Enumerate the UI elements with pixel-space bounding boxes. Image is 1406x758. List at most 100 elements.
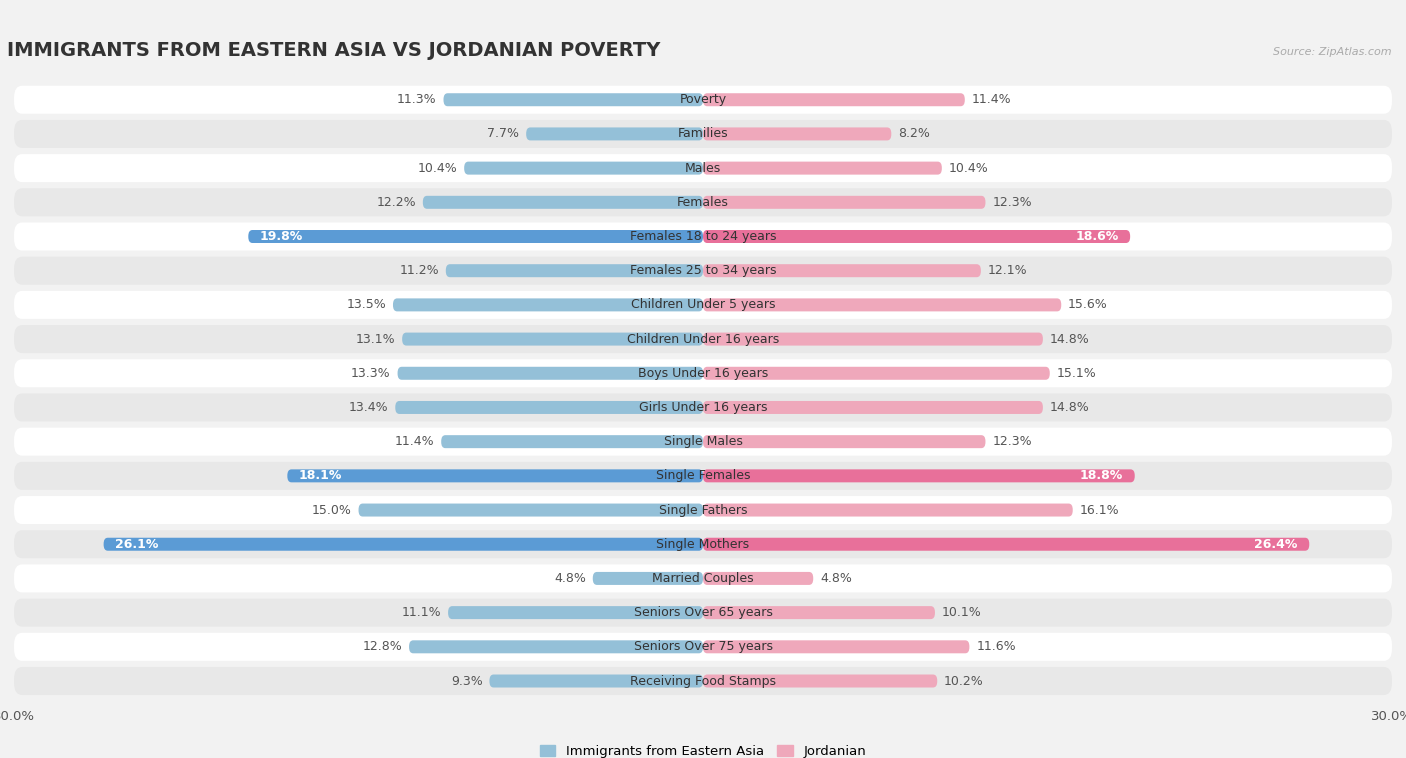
FancyBboxPatch shape bbox=[14, 223, 1392, 251]
Text: 10.2%: 10.2% bbox=[945, 675, 984, 688]
Text: 11.1%: 11.1% bbox=[402, 606, 441, 619]
Text: Children Under 16 years: Children Under 16 years bbox=[627, 333, 779, 346]
FancyBboxPatch shape bbox=[14, 633, 1392, 661]
FancyBboxPatch shape bbox=[703, 641, 969, 653]
FancyBboxPatch shape bbox=[392, 299, 703, 312]
Text: Married Couples: Married Couples bbox=[652, 572, 754, 585]
Text: Single Fathers: Single Fathers bbox=[659, 503, 747, 516]
Text: Single Males: Single Males bbox=[664, 435, 742, 448]
Text: Single Mothers: Single Mothers bbox=[657, 537, 749, 551]
FancyBboxPatch shape bbox=[14, 530, 1392, 558]
FancyBboxPatch shape bbox=[14, 428, 1392, 456]
Text: 12.2%: 12.2% bbox=[377, 196, 416, 208]
Text: 13.5%: 13.5% bbox=[346, 299, 387, 312]
Text: Single Females: Single Females bbox=[655, 469, 751, 482]
FancyBboxPatch shape bbox=[489, 675, 703, 688]
Text: 15.0%: 15.0% bbox=[312, 503, 352, 516]
FancyBboxPatch shape bbox=[449, 606, 703, 619]
Text: 8.2%: 8.2% bbox=[898, 127, 931, 140]
Text: Families: Families bbox=[678, 127, 728, 140]
Text: IMMIGRANTS FROM EASTERN ASIA VS JORDANIAN POVERTY: IMMIGRANTS FROM EASTERN ASIA VS JORDANIA… bbox=[7, 42, 661, 61]
Text: 14.8%: 14.8% bbox=[1050, 333, 1090, 346]
Text: 10.1%: 10.1% bbox=[942, 606, 981, 619]
FancyBboxPatch shape bbox=[14, 257, 1392, 285]
Text: 13.4%: 13.4% bbox=[349, 401, 388, 414]
Text: Females 25 to 34 years: Females 25 to 34 years bbox=[630, 265, 776, 277]
FancyBboxPatch shape bbox=[703, 333, 1043, 346]
Text: 4.8%: 4.8% bbox=[820, 572, 852, 585]
Text: 11.6%: 11.6% bbox=[976, 641, 1017, 653]
Text: Seniors Over 75 years: Seniors Over 75 years bbox=[634, 641, 772, 653]
Text: 18.8%: 18.8% bbox=[1080, 469, 1123, 482]
Text: 9.3%: 9.3% bbox=[451, 675, 482, 688]
FancyBboxPatch shape bbox=[703, 230, 1130, 243]
Text: Children Under 5 years: Children Under 5 years bbox=[631, 299, 775, 312]
FancyBboxPatch shape bbox=[703, 161, 942, 174]
FancyBboxPatch shape bbox=[703, 299, 1062, 312]
FancyBboxPatch shape bbox=[703, 196, 986, 208]
FancyBboxPatch shape bbox=[395, 401, 703, 414]
Text: 16.1%: 16.1% bbox=[1080, 503, 1119, 516]
Text: 19.8%: 19.8% bbox=[260, 230, 304, 243]
Text: Source: ZipAtlas.com: Source: ZipAtlas.com bbox=[1274, 48, 1392, 58]
FancyBboxPatch shape bbox=[409, 641, 703, 653]
Text: Poverty: Poverty bbox=[679, 93, 727, 106]
FancyBboxPatch shape bbox=[703, 435, 986, 448]
Text: 12.1%: 12.1% bbox=[988, 265, 1028, 277]
FancyBboxPatch shape bbox=[14, 462, 1392, 490]
Text: 10.4%: 10.4% bbox=[949, 161, 988, 174]
FancyBboxPatch shape bbox=[14, 325, 1392, 353]
FancyBboxPatch shape bbox=[593, 572, 703, 585]
Text: 15.1%: 15.1% bbox=[1057, 367, 1097, 380]
FancyBboxPatch shape bbox=[703, 606, 935, 619]
Text: 14.8%: 14.8% bbox=[1050, 401, 1090, 414]
FancyBboxPatch shape bbox=[104, 537, 703, 551]
Text: Males: Males bbox=[685, 161, 721, 174]
Text: 11.3%: 11.3% bbox=[396, 93, 437, 106]
FancyBboxPatch shape bbox=[703, 503, 1073, 516]
FancyBboxPatch shape bbox=[443, 93, 703, 106]
FancyBboxPatch shape bbox=[14, 120, 1392, 148]
FancyBboxPatch shape bbox=[703, 469, 1135, 482]
Text: Seniors Over 65 years: Seniors Over 65 years bbox=[634, 606, 772, 619]
Text: 7.7%: 7.7% bbox=[488, 127, 519, 140]
FancyBboxPatch shape bbox=[14, 154, 1392, 182]
FancyBboxPatch shape bbox=[14, 291, 1392, 319]
Text: 11.4%: 11.4% bbox=[395, 435, 434, 448]
FancyBboxPatch shape bbox=[526, 127, 703, 140]
Text: 4.8%: 4.8% bbox=[554, 572, 586, 585]
Text: Females: Females bbox=[678, 196, 728, 208]
Text: 10.4%: 10.4% bbox=[418, 161, 457, 174]
FancyBboxPatch shape bbox=[14, 667, 1392, 695]
FancyBboxPatch shape bbox=[703, 572, 813, 585]
FancyBboxPatch shape bbox=[14, 565, 1392, 593]
FancyBboxPatch shape bbox=[441, 435, 703, 448]
Text: Girls Under 16 years: Girls Under 16 years bbox=[638, 401, 768, 414]
Text: 13.1%: 13.1% bbox=[356, 333, 395, 346]
Text: 18.6%: 18.6% bbox=[1076, 230, 1119, 243]
Text: 11.2%: 11.2% bbox=[399, 265, 439, 277]
FancyBboxPatch shape bbox=[423, 196, 703, 208]
Text: 12.8%: 12.8% bbox=[363, 641, 402, 653]
FancyBboxPatch shape bbox=[703, 537, 1309, 551]
FancyBboxPatch shape bbox=[464, 161, 703, 174]
FancyBboxPatch shape bbox=[14, 496, 1392, 524]
FancyBboxPatch shape bbox=[14, 86, 1392, 114]
Text: Receiving Food Stamps: Receiving Food Stamps bbox=[630, 675, 776, 688]
Text: 18.1%: 18.1% bbox=[299, 469, 342, 482]
Text: 12.3%: 12.3% bbox=[993, 196, 1032, 208]
FancyBboxPatch shape bbox=[14, 188, 1392, 216]
FancyBboxPatch shape bbox=[14, 359, 1392, 387]
Legend: Immigrants from Eastern Asia, Jordanian: Immigrants from Eastern Asia, Jordanian bbox=[540, 744, 866, 758]
FancyBboxPatch shape bbox=[703, 93, 965, 106]
Text: Females 18 to 24 years: Females 18 to 24 years bbox=[630, 230, 776, 243]
FancyBboxPatch shape bbox=[703, 401, 1043, 414]
FancyBboxPatch shape bbox=[14, 393, 1392, 421]
Text: 15.6%: 15.6% bbox=[1069, 299, 1108, 312]
FancyBboxPatch shape bbox=[402, 333, 703, 346]
FancyBboxPatch shape bbox=[703, 367, 1050, 380]
FancyBboxPatch shape bbox=[249, 230, 703, 243]
Text: 26.4%: 26.4% bbox=[1254, 537, 1298, 551]
Text: 12.3%: 12.3% bbox=[993, 435, 1032, 448]
FancyBboxPatch shape bbox=[703, 265, 981, 277]
